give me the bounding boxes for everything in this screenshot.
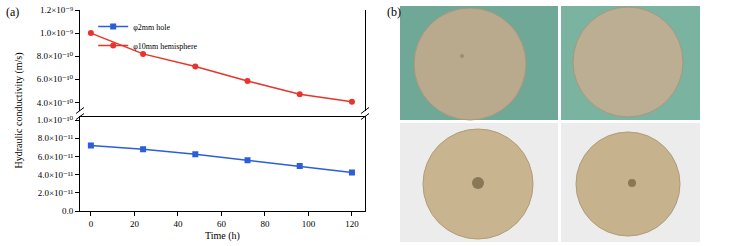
svg-text:φ10mm hemisphere: φ10mm hemisphere [133, 42, 197, 51]
svg-text:4.0×10⁻¹⁰: 4.0×10⁻¹⁰ [37, 98, 74, 108]
svg-text:6.0×10⁻¹¹: 6.0×10⁻¹¹ [38, 152, 74, 162]
svg-text:120: 120 [345, 219, 359, 229]
svg-text:40: 40 [173, 219, 183, 229]
svg-text:1.0×10⁻¹⁰: 1.0×10⁻¹⁰ [37, 115, 74, 125]
svg-text:100: 100 [302, 219, 316, 229]
svg-text:1.2×10⁻⁹: 1.2×10⁻⁹ [40, 5, 73, 15]
svg-text:8.0×10⁻¹⁰: 8.0×10⁻¹⁰ [37, 51, 74, 61]
svg-text:0.0: 0.0 [62, 206, 74, 216]
svg-text:Hydraulic conductivity (m/s): Hydraulic conductivity (m/s) [13, 52, 25, 168]
svg-text:8.0×10⁻¹¹: 8.0×10⁻¹¹ [38, 133, 74, 143]
svg-text:(a): (a) [6, 5, 19, 19]
svg-text:φ2mm hole: φ2mm hole [133, 23, 170, 32]
svg-text:Time (h): Time (h) [205, 230, 240, 242]
svg-text:4.0×10⁻¹¹: 4.0×10⁻¹¹ [38, 170, 74, 180]
svg-text:(b): (b) [387, 5, 401, 19]
svg-text:0: 0 [89, 219, 94, 229]
svg-text:6.0×10⁻¹⁰: 6.0×10⁻¹⁰ [37, 74, 74, 84]
svg-text:80: 80 [260, 219, 270, 229]
svg-text:20: 20 [130, 219, 140, 229]
svg-text:60: 60 [217, 219, 227, 229]
svg-text:2.0×10⁻¹¹: 2.0×10⁻¹¹ [38, 188, 74, 198]
svg-text:1.0×10⁻⁹: 1.0×10⁻⁹ [40, 28, 73, 38]
